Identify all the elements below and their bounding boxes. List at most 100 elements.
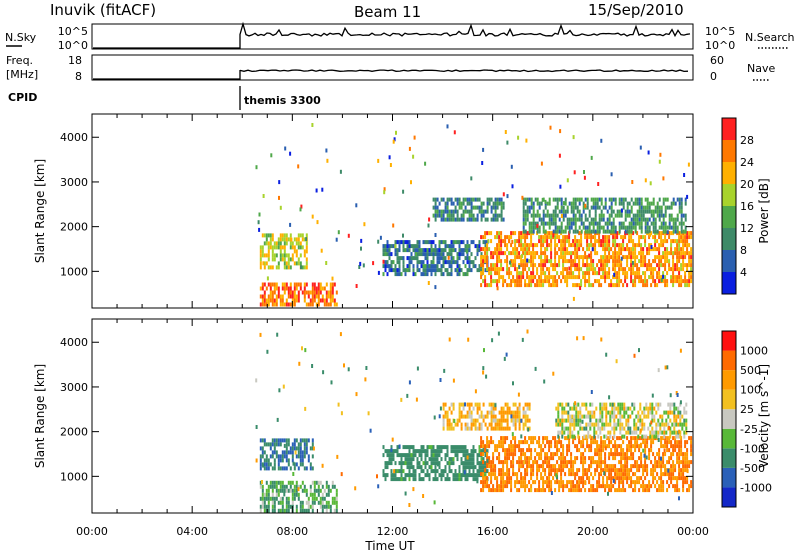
heatmap-cell — [402, 461, 405, 466]
heatmap-cell — [672, 259, 675, 264]
heatmap-cell — [584, 225, 587, 230]
heatmap-cell — [626, 229, 629, 234]
heatmap-cell — [257, 220, 260, 225]
heatmap-cell — [616, 209, 619, 214]
heatmap-cell — [682, 267, 685, 272]
heatmap-cell — [634, 444, 637, 449]
heatmap-cell — [470, 201, 473, 206]
heatmap-cell — [634, 283, 637, 288]
heatmap-cell — [524, 488, 527, 493]
heatmap-cell — [574, 221, 577, 226]
heatmap-cell — [476, 479, 479, 484]
heatmap-cell — [494, 209, 497, 214]
heatmap-cell — [544, 247, 547, 252]
heatmap-cell — [279, 442, 282, 447]
heatmap-cell — [554, 480, 557, 485]
heatmap-cell — [355, 203, 358, 208]
heatmap-cell — [464, 457, 467, 462]
heatmap-cell — [620, 476, 623, 481]
heatmap-cell — [484, 209, 487, 214]
heatmap-cell — [452, 209, 455, 214]
heatmap-cell — [633, 430, 636, 435]
heatmap-cell — [590, 390, 593, 394]
heatmap-cell — [508, 480, 511, 485]
heatmap-cell — [476, 197, 479, 202]
heatmap-cell — [319, 290, 322, 295]
heatmap-cell — [644, 209, 647, 214]
heatmap-cell — [608, 464, 611, 469]
heatmap-cell — [648, 452, 651, 457]
heatmap-cell — [444, 256, 447, 261]
heatmap-cell — [494, 464, 497, 469]
heatmap-cell — [658, 271, 661, 276]
heatmap-cell — [321, 484, 324, 489]
heatmap-cell — [596, 197, 599, 202]
heatmap-cell — [391, 437, 394, 442]
heatmap-cell — [538, 436, 541, 441]
heatmap-cell — [566, 436, 569, 441]
heatmap-cell — [524, 456, 527, 461]
heatmap-cell — [548, 235, 551, 240]
heatmap-cell — [688, 464, 691, 469]
heatmap-cell — [663, 422, 666, 427]
heatmap-cell — [582, 456, 585, 461]
heatmap-cell — [602, 247, 605, 252]
heatmap-cell — [521, 337, 524, 342]
heatmap-cell — [671, 402, 674, 407]
heatmap-cell — [464, 426, 467, 431]
heatmap-cell — [652, 259, 655, 264]
heatmap-cell — [592, 271, 595, 276]
heatmap-cell — [275, 298, 278, 303]
heatmap-cell — [564, 255, 567, 260]
colorbar-swatch — [722, 184, 736, 206]
heatmap-cell — [438, 240, 441, 245]
heatmap-cell — [550, 251, 553, 256]
heatmap-cell — [271, 302, 274, 307]
heatmap-cell — [627, 418, 630, 423]
heatmap-cell — [558, 468, 561, 473]
heatmap-cell — [612, 235, 615, 240]
heatmap-cell — [408, 453, 411, 458]
heatmap-cell — [632, 217, 635, 222]
heatmap-cell — [582, 221, 585, 226]
heatmap-cell — [331, 294, 334, 299]
heatmap-cell — [309, 488, 312, 493]
heatmap-cell — [285, 450, 288, 455]
heatmap-cell — [556, 444, 559, 449]
heatmap-cell — [569, 406, 572, 411]
heatmap-cell — [490, 418, 493, 423]
heatmap-cell — [434, 252, 437, 257]
heatmap-cell — [526, 263, 529, 268]
heatmap-cell — [297, 164, 300, 169]
heatmap-cell — [570, 460, 573, 465]
heatmap-cell — [448, 465, 451, 470]
heatmap-cell — [450, 209, 453, 214]
heatmap-cell — [398, 264, 401, 269]
heatmap-cell — [528, 197, 531, 202]
heatmap-cell — [299, 207, 302, 212]
heatmap-cell — [552, 283, 555, 288]
heatmap-cell — [502, 476, 505, 481]
heatmap-cell — [458, 248, 461, 253]
heatmap-cell — [498, 426, 501, 431]
heatmap-cell — [582, 336, 585, 341]
heatmap-cell — [410, 244, 413, 249]
heatmap-cell — [442, 260, 445, 265]
heatmap-cell — [646, 201, 649, 206]
heatmap-cell — [670, 444, 673, 449]
heatmap-cell — [608, 217, 611, 222]
heatmap-cell — [614, 235, 617, 240]
heatmap-cell — [514, 480, 517, 485]
heatmap-cell — [478, 240, 481, 245]
heatmap-cell — [504, 130, 507, 134]
heatmap-cell — [600, 213, 603, 218]
heatmap-cell — [440, 209, 443, 214]
nsearch-tick-top: 10^5 — [705, 25, 735, 38]
heatmap-cell — [678, 259, 681, 264]
heatmap-cell — [470, 402, 473, 407]
heatmap-cell — [448, 461, 451, 466]
heatmap-cell — [636, 213, 639, 218]
heatmap-cell — [528, 488, 531, 493]
heatmap-cell — [542, 225, 545, 230]
